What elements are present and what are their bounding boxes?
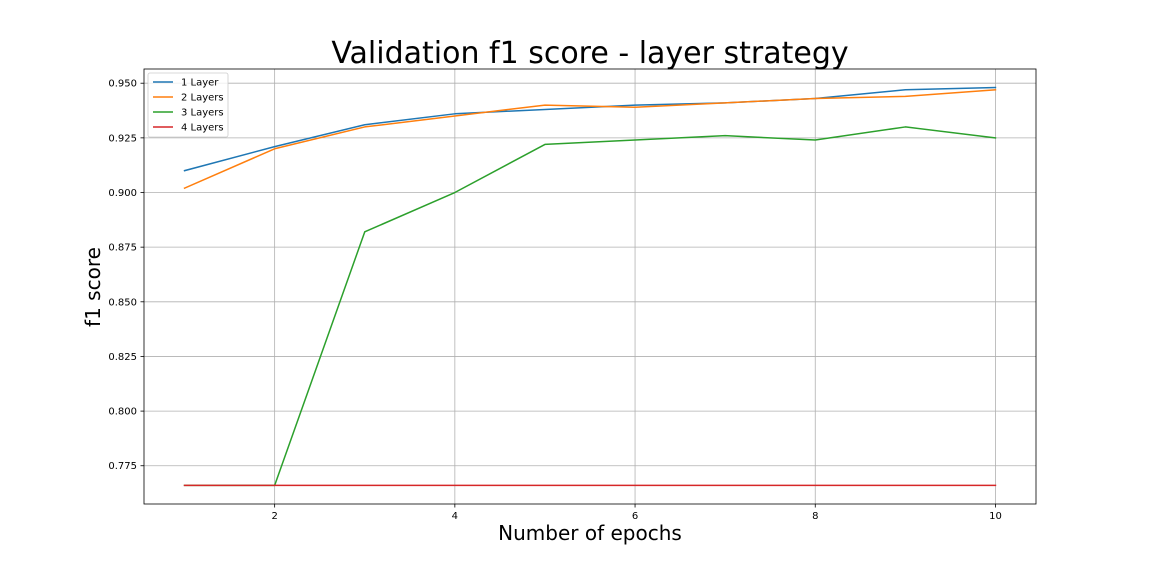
x-tick-label: 6 (632, 511, 638, 522)
y-tick-label: 0.925 (108, 133, 137, 144)
grid (144, 69, 1036, 504)
series-line-2-layers (183, 88, 997, 190)
x-axis-label: Number of epochs (498, 521, 682, 545)
y-tick-label: 0.875 (108, 243, 137, 254)
series-line-3-layers (183, 126, 997, 487)
legend-box (147, 72, 229, 138)
y-tick-label: 0.775 (108, 461, 137, 472)
series-lines (183, 86, 997, 487)
x-tick-label: 2 (271, 511, 277, 522)
y-tick-label: 0.850 (108, 297, 137, 308)
x-tick-label: 4 (452, 511, 458, 522)
series-line-1-layer (183, 86, 997, 172)
plot-area-frame (143, 68, 1037, 505)
legend-label: 2 Layers (181, 93, 224, 104)
legend: 1 Layer 2 Layers 3 Layers 4 Layers (147, 72, 229, 138)
y-tick-label: 0.800 (108, 407, 137, 418)
legend-label: 3 Layers (181, 108, 224, 119)
chart-title: Validation f1 score - layer strategy (331, 36, 848, 71)
y-axis-label: f1 score (81, 247, 105, 327)
y-axis-ticks: 0.775 0.800 0.825 0.850 0.875 0.900 0.925 0.950 (108, 79, 144, 472)
x-axis-ticks: 2 4 6 8 10 (271, 504, 1002, 522)
y-tick-label: 0.950 (108, 79, 137, 90)
y-tick-label: 0.900 (108, 188, 137, 199)
y-tick-label: 0.825 (108, 352, 137, 363)
legend-label: 4 Layers (181, 123, 224, 134)
x-tick-label: 8 (812, 511, 818, 522)
x-tick-label: 10 (989, 511, 1002, 522)
legend-label: 1 Layer (181, 78, 219, 89)
